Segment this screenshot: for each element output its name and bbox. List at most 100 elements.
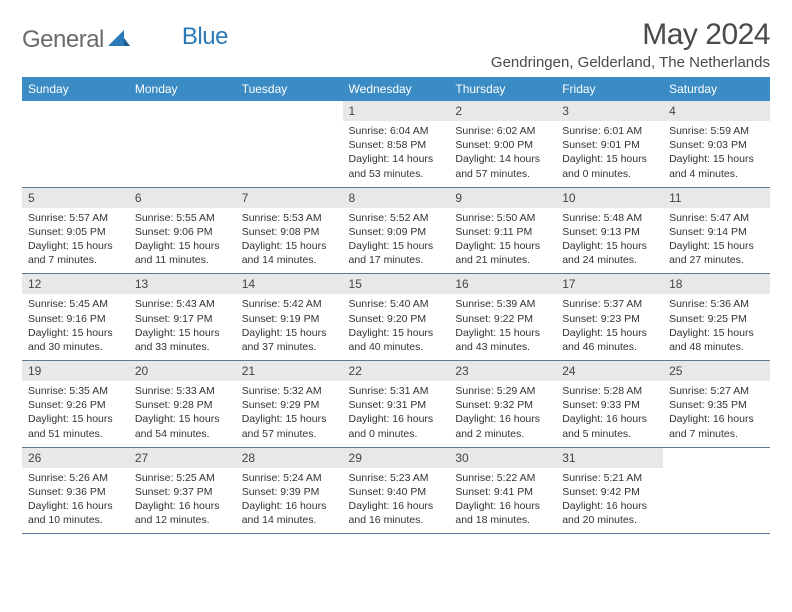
day-number: 11 xyxy=(663,188,770,208)
day-details: Sunrise: 5:48 AMSunset: 9:13 PMDaylight:… xyxy=(556,208,663,274)
day-details: Sunrise: 5:21 AMSunset: 9:42 PMDaylight:… xyxy=(556,468,663,534)
sunrise-text: Sunrise: 5:47 AM xyxy=(669,211,764,225)
daylight-text: Daylight: 14 hours and 57 minutes. xyxy=(455,152,550,180)
calendar-day-cell: 19Sunrise: 5:35 AMSunset: 9:26 PMDayligh… xyxy=(22,361,129,448)
calendar-day-cell xyxy=(236,101,343,187)
location: Gendringen, Gelderland, The Netherlands xyxy=(491,54,770,71)
sunrise-text: Sunrise: 5:57 AM xyxy=(28,211,123,225)
sunset-text: Sunset: 9:19 PM xyxy=(242,312,337,326)
calendar-day-cell: 17Sunrise: 5:37 AMSunset: 9:23 PMDayligh… xyxy=(556,274,663,361)
calendar-day-cell: 24Sunrise: 5:28 AMSunset: 9:33 PMDayligh… xyxy=(556,361,663,448)
sunrise-text: Sunrise: 5:28 AM xyxy=(562,384,657,398)
calendar-day-cell: 11Sunrise: 5:47 AMSunset: 9:14 PMDayligh… xyxy=(663,187,770,274)
daylight-text: Daylight: 16 hours and 10 minutes. xyxy=(28,499,123,527)
day-details: Sunrise: 6:02 AMSunset: 9:00 PMDaylight:… xyxy=(449,121,556,187)
day-details: Sunrise: 6:04 AMSunset: 8:58 PMDaylight:… xyxy=(343,121,450,187)
daylight-text: Daylight: 15 hours and 57 minutes. xyxy=(242,412,337,440)
day-number: 27 xyxy=(129,448,236,468)
day-number: 18 xyxy=(663,274,770,294)
calendar-day-cell: 10Sunrise: 5:48 AMSunset: 9:13 PMDayligh… xyxy=(556,187,663,274)
day-number: 9 xyxy=(449,188,556,208)
sunrise-text: Sunrise: 5:32 AM xyxy=(242,384,337,398)
day-details: Sunrise: 5:26 AMSunset: 9:36 PMDaylight:… xyxy=(22,468,129,534)
daylight-text: Daylight: 15 hours and 24 minutes. xyxy=(562,239,657,267)
day-number: 15 xyxy=(343,274,450,294)
calendar-day-cell: 30Sunrise: 5:22 AMSunset: 9:41 PMDayligh… xyxy=(449,447,556,534)
sunset-text: Sunset: 9:29 PM xyxy=(242,398,337,412)
calendar-day-cell: 9Sunrise: 5:50 AMSunset: 9:11 PMDaylight… xyxy=(449,187,556,274)
day-details: Sunrise: 5:37 AMSunset: 9:23 PMDaylight:… xyxy=(556,294,663,360)
daylight-text: Daylight: 15 hours and 7 minutes. xyxy=(28,239,123,267)
day-details: Sunrise: 5:55 AMSunset: 9:06 PMDaylight:… xyxy=(129,208,236,274)
sunrise-text: Sunrise: 5:42 AM xyxy=(242,297,337,311)
sunrise-text: Sunrise: 5:23 AM xyxy=(349,471,444,485)
day-number: 28 xyxy=(236,448,343,468)
sunset-text: Sunset: 9:41 PM xyxy=(455,485,550,499)
day-details: Sunrise: 5:47 AMSunset: 9:14 PMDaylight:… xyxy=(663,208,770,274)
calendar-day-cell: 12Sunrise: 5:45 AMSunset: 9:16 PMDayligh… xyxy=(22,274,129,361)
day-number: 12 xyxy=(22,274,129,294)
day-number: 5 xyxy=(22,188,129,208)
sunrise-text: Sunrise: 5:52 AM xyxy=(349,211,444,225)
calendar-day-cell: 22Sunrise: 5:31 AMSunset: 9:31 PMDayligh… xyxy=(343,361,450,448)
daylight-text: Daylight: 14 hours and 53 minutes. xyxy=(349,152,444,180)
calendar-day-cell: 31Sunrise: 5:21 AMSunset: 9:42 PMDayligh… xyxy=(556,447,663,534)
sunset-text: Sunset: 9:35 PM xyxy=(669,398,764,412)
day-number: 10 xyxy=(556,188,663,208)
day-number: 17 xyxy=(556,274,663,294)
day-number: 19 xyxy=(22,361,129,381)
calendar-week-row: 5Sunrise: 5:57 AMSunset: 9:05 PMDaylight… xyxy=(22,187,770,274)
day-details: Sunrise: 5:32 AMSunset: 9:29 PMDaylight:… xyxy=(236,381,343,447)
calendar-day-cell xyxy=(22,101,129,187)
sunset-text: Sunset: 9:36 PM xyxy=(28,485,123,499)
daylight-text: Daylight: 15 hours and 48 minutes. xyxy=(669,326,764,354)
sunset-text: Sunset: 9:25 PM xyxy=(669,312,764,326)
sunrise-text: Sunrise: 6:04 AM xyxy=(349,124,444,138)
sunset-text: Sunset: 9:06 PM xyxy=(135,225,230,239)
day-details: Sunrise: 5:39 AMSunset: 9:22 PMDaylight:… xyxy=(449,294,556,360)
day-number: 24 xyxy=(556,361,663,381)
daylight-text: Daylight: 16 hours and 20 minutes. xyxy=(562,499,657,527)
weekday-header: Tuesday xyxy=(236,77,343,101)
daylight-text: Daylight: 15 hours and 40 minutes. xyxy=(349,326,444,354)
weekday-header: Wednesday xyxy=(343,77,450,101)
sunrise-text: Sunrise: 5:35 AM xyxy=(28,384,123,398)
calendar-day-cell: 7Sunrise: 5:53 AMSunset: 9:08 PMDaylight… xyxy=(236,187,343,274)
calendar-day-cell: 6Sunrise: 5:55 AMSunset: 9:06 PMDaylight… xyxy=(129,187,236,274)
sunrise-text: Sunrise: 5:48 AM xyxy=(562,211,657,225)
daylight-text: Daylight: 16 hours and 12 minutes. xyxy=(135,499,230,527)
sunrise-text: Sunrise: 6:01 AM xyxy=(562,124,657,138)
daylight-text: Daylight: 15 hours and 43 minutes. xyxy=(455,326,550,354)
sunrise-text: Sunrise: 5:39 AM xyxy=(455,297,550,311)
day-number: 31 xyxy=(556,448,663,468)
sunrise-text: Sunrise: 5:40 AM xyxy=(349,297,444,311)
daylight-text: Daylight: 16 hours and 14 minutes. xyxy=(242,499,337,527)
sunrise-text: Sunrise: 5:29 AM xyxy=(455,384,550,398)
calendar-day-cell: 26Sunrise: 5:26 AMSunset: 9:36 PMDayligh… xyxy=(22,447,129,534)
sunset-text: Sunset: 9:08 PM xyxy=(242,225,337,239)
day-details: Sunrise: 5:24 AMSunset: 9:39 PMDaylight:… xyxy=(236,468,343,534)
sunrise-text: Sunrise: 5:33 AM xyxy=(135,384,230,398)
day-details: Sunrise: 5:25 AMSunset: 9:37 PMDaylight:… xyxy=(129,468,236,534)
day-details: Sunrise: 6:01 AMSunset: 9:01 PMDaylight:… xyxy=(556,121,663,187)
day-number: 22 xyxy=(343,361,450,381)
daylight-text: Daylight: 15 hours and 37 minutes. xyxy=(242,326,337,354)
daylight-text: Daylight: 16 hours and 16 minutes. xyxy=(349,499,444,527)
calendar-day-cell: 13Sunrise: 5:43 AMSunset: 9:17 PMDayligh… xyxy=(129,274,236,361)
calendar-day-cell: 2Sunrise: 6:02 AMSunset: 9:00 PMDaylight… xyxy=(449,101,556,187)
calendar-day-cell: 8Sunrise: 5:52 AMSunset: 9:09 PMDaylight… xyxy=(343,187,450,274)
sunset-text: Sunset: 9:26 PM xyxy=(28,398,123,412)
daylight-text: Daylight: 16 hours and 2 minutes. xyxy=(455,412,550,440)
sunset-text: Sunset: 9:37 PM xyxy=(135,485,230,499)
day-details: Sunrise: 5:40 AMSunset: 9:20 PMDaylight:… xyxy=(343,294,450,360)
calendar-day-cell: 15Sunrise: 5:40 AMSunset: 9:20 PMDayligh… xyxy=(343,274,450,361)
day-number: 8 xyxy=(343,188,450,208)
day-number: 29 xyxy=(343,448,450,468)
daylight-text: Daylight: 15 hours and 27 minutes. xyxy=(669,239,764,267)
sunrise-text: Sunrise: 5:55 AM xyxy=(135,211,230,225)
sunset-text: Sunset: 9:11 PM xyxy=(455,225,550,239)
day-number: 20 xyxy=(129,361,236,381)
month-title: May 2024 xyxy=(491,18,770,52)
day-number: 25 xyxy=(663,361,770,381)
daylight-text: Daylight: 15 hours and 4 minutes. xyxy=(669,152,764,180)
